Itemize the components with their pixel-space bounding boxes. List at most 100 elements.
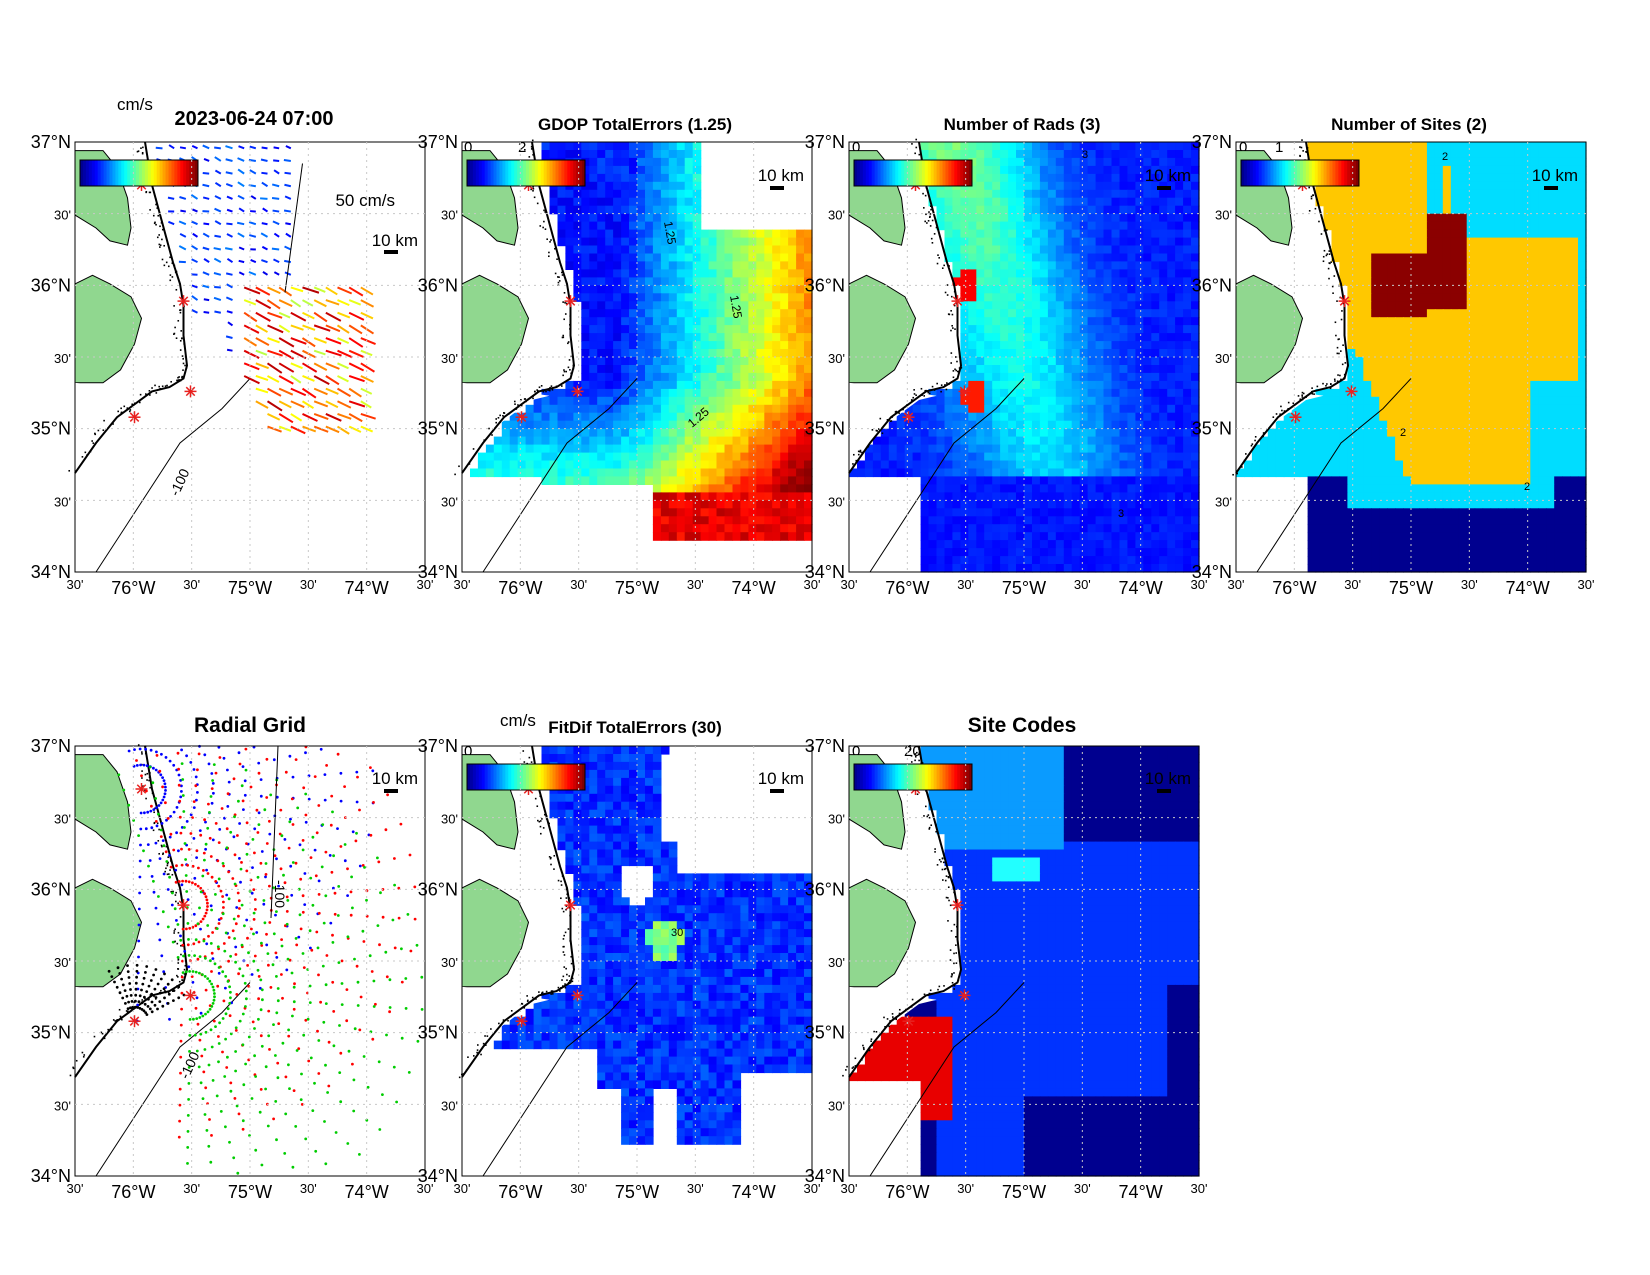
lat-tick-label: 30' (441, 208, 458, 223)
data-cell (676, 476, 686, 485)
data-cell (1079, 317, 1089, 326)
data-cell (1183, 396, 1192, 406)
data-cell (613, 380, 622, 390)
data-cell (976, 285, 985, 294)
shore-dot (514, 403, 516, 405)
data-cell (613, 293, 622, 302)
data-cell (1506, 189, 1516, 199)
data-cell (984, 500, 993, 509)
data-cell (716, 309, 726, 318)
current-vector (360, 286, 374, 296)
data-cell (1562, 245, 1571, 255)
data-cell (952, 516, 961, 525)
data-cell (1087, 341, 1097, 350)
data-cell (724, 492, 734, 501)
data-cell (1008, 468, 1017, 478)
shore-dot (544, 228, 547, 230)
data-cell (1127, 341, 1136, 350)
data-cell (724, 349, 734, 358)
data-cell (1434, 229, 1444, 239)
data-cell (1063, 189, 1073, 199)
data-cell (589, 261, 598, 270)
data-cell (700, 420, 710, 430)
data-cell (968, 349, 977, 358)
lat-tick-label: 30' (828, 208, 845, 223)
data-cell (1079, 556, 1089, 565)
shore-dot (92, 442, 95, 444)
data-cell (780, 396, 789, 406)
data-cell (1024, 333, 1033, 342)
data-cell (1039, 341, 1049, 350)
data-cell (1127, 173, 1136, 183)
data-cell (764, 468, 773, 478)
data-cell (1522, 301, 1531, 310)
data-cell (1355, 221, 1364, 231)
data-cell (756, 341, 765, 350)
lon-tick-label: 76°W (885, 578, 929, 598)
data-cell (1379, 213, 1388, 223)
data-cell (1426, 261, 1436, 270)
data-cell (960, 540, 969, 549)
data-cell (732, 285, 742, 294)
data-cell (1426, 173, 1436, 183)
shore-dot (940, 390, 942, 393)
data-cell (1522, 150, 1531, 159)
data-cell (692, 524, 702, 533)
colorbar-swatch (552, 160, 556, 186)
data-cell (960, 524, 969, 533)
data-cell (581, 412, 590, 422)
data-cell (756, 428, 765, 438)
data-cell (605, 245, 614, 255)
data-cell (1143, 365, 1152, 374)
data-cell (1167, 205, 1176, 215)
data-cell (1434, 165, 1444, 175)
shore-dot (181, 337, 183, 339)
data-cell (629, 253, 638, 263)
current-vector (191, 244, 199, 251)
data-cell (1111, 476, 1121, 485)
data-cell (804, 500, 813, 509)
data-cell (748, 293, 757, 302)
data-cell (756, 309, 765, 318)
current-vector (325, 324, 341, 333)
data-cell (668, 388, 678, 398)
data-cell (772, 261, 781, 270)
data-cell (708, 309, 718, 318)
data-cell (684, 173, 694, 183)
data-cell (1522, 173, 1531, 183)
data-cell (660, 436, 670, 446)
shore-dot (941, 267, 944, 269)
data-cell (676, 261, 686, 270)
data-cell (629, 181, 638, 191)
data-cell (992, 142, 1001, 151)
data-cell (1143, 142, 1152, 151)
data-cell (968, 444, 977, 454)
data-cell (1191, 213, 1200, 223)
data-cell (541, 460, 551, 470)
data-cell (796, 229, 805, 239)
data-cell (1032, 173, 1041, 183)
data-cell (660, 237, 670, 247)
data-cell (1039, 524, 1049, 533)
data-cell (573, 444, 582, 454)
current-vector (226, 310, 233, 314)
current-vector (238, 259, 245, 264)
data-cell (788, 365, 797, 374)
data-cell (1032, 516, 1041, 525)
data-cell (1095, 548, 1105, 557)
data-cell (1055, 333, 1065, 342)
data-cell (1047, 532, 1057, 541)
data-cell (960, 492, 969, 501)
data-cell (589, 396, 598, 406)
data-cell (1159, 564, 1168, 573)
data-cell (944, 237, 954, 247)
data-cell (1490, 157, 1500, 167)
data-cell (1522, 269, 1531, 278)
shore-dot (958, 367, 961, 369)
data-cell (700, 396, 710, 406)
data-cell (960, 500, 969, 509)
lat-tick-label: 37°N (418, 132, 458, 152)
data-cell (936, 428, 946, 438)
data-cell (557, 142, 567, 151)
data-cell (589, 245, 598, 255)
